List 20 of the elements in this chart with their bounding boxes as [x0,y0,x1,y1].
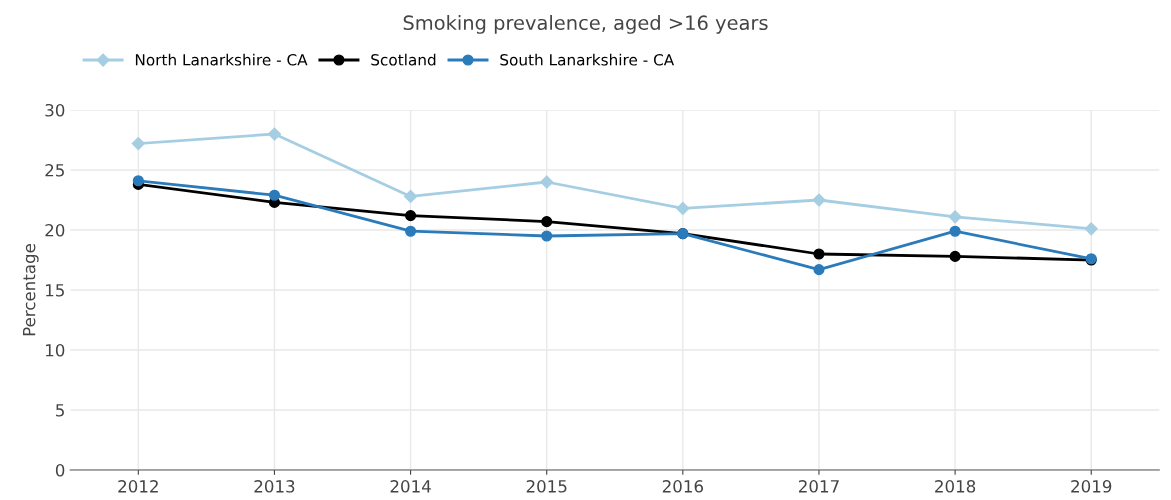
x-tick-label: 2017 [798,480,839,493]
y-tick-label: 25 [45,163,64,177]
y-tick-label: 15 [46,284,64,297]
x-tick-label: 2015 [526,480,567,493]
x-tick-label: 2012 [118,480,158,493]
legend-label: South Lanarkshire - CA [500,53,675,66]
x-tick-label: 2019 [1071,480,1112,493]
y-axis-title: Percentage [23,244,39,336]
y-tick-label: 5 [56,404,64,417]
x-tick-label: 2014 [390,480,431,493]
y-tick-label: 20 [45,223,65,237]
y-tick-label: 0 [55,463,65,477]
x-tick-label: 2018 [935,480,976,493]
x-tick-label: 2013 [254,480,295,493]
legend-label: Scotland [371,53,436,66]
legend-label: North Lanarkshire - CA [135,53,308,66]
y-tick-label: 10 [46,343,65,357]
chart-title: Smoking prevalence, aged >16 years [403,15,768,34]
x-tick-label: 2016 [662,480,703,493]
y-tick-label: 30 [45,103,65,117]
